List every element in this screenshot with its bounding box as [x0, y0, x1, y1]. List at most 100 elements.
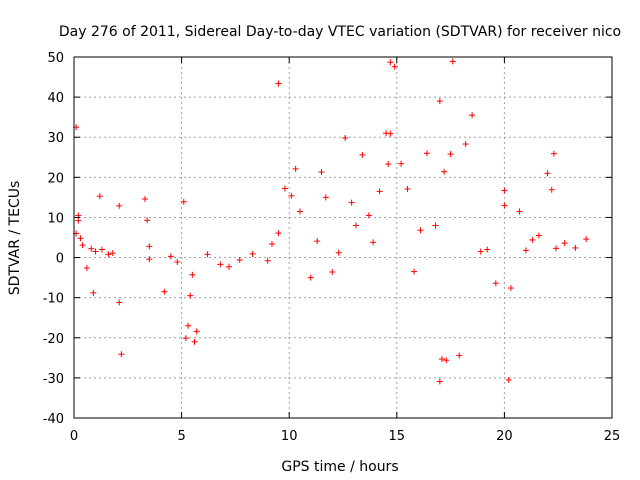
axis-ticks: 0 5 10 15 20 25 -40 -30 -20 -10 0 10 20 30 40 50 [43, 51, 621, 444]
data-point [477, 248, 484, 255]
data-point [441, 168, 448, 175]
data-point [505, 376, 512, 383]
data-point [365, 212, 372, 219]
data-point [322, 194, 329, 201]
data-point [561, 240, 568, 247]
data-point [92, 248, 99, 255]
data-point [185, 322, 192, 329]
data-point [281, 185, 288, 192]
data-point [167, 253, 174, 260]
data-point [116, 299, 123, 306]
data-point [182, 335, 189, 342]
data-point [191, 338, 198, 345]
data-point [507, 285, 514, 292]
data-point [417, 227, 424, 234]
data-point [307, 274, 314, 281]
data-point [88, 245, 95, 252]
data-point [387, 59, 394, 66]
data-point [553, 245, 560, 252]
data-point [335, 249, 342, 256]
data-point [180, 198, 187, 205]
data-point [296, 208, 303, 215]
data-point [83, 264, 90, 271]
x-tick-label: 5 [177, 429, 185, 444]
data-point [217, 261, 224, 268]
data-point [404, 185, 411, 192]
data-point [438, 356, 445, 363]
x-tick-label: 10 [281, 429, 298, 444]
y-tick-label: 40 [47, 91, 64, 106]
data-point [146, 256, 153, 263]
data-point [174, 258, 181, 265]
data-point [501, 202, 508, 209]
x-tick-label: 25 [604, 429, 621, 444]
grid-layer [74, 57, 612, 418]
y-axis-label: SDTVAR / TECUs [7, 181, 23, 296]
data-point [436, 98, 443, 105]
y-tick-label: -20 [43, 332, 64, 347]
plot-frame [73, 56, 613, 419]
data-point [370, 239, 377, 246]
data-point [142, 195, 149, 202]
data-point [236, 256, 243, 263]
data-point [391, 63, 398, 70]
data-point [385, 161, 392, 168]
data-point [492, 280, 499, 287]
data-point [193, 328, 200, 335]
data-point [456, 352, 463, 359]
data-point [529, 236, 536, 243]
data-point [501, 187, 508, 194]
data-point [329, 268, 336, 275]
data-point [268, 240, 275, 247]
data-point [548, 186, 555, 193]
data-point [535, 232, 542, 239]
data-point [116, 202, 123, 209]
data-point [105, 251, 112, 258]
data-point [359, 151, 366, 158]
data-point [469, 112, 476, 119]
data-point [96, 193, 103, 200]
data-point [90, 289, 97, 296]
data-point [109, 250, 116, 257]
y-tick-label: -40 [43, 412, 64, 427]
data-point [146, 243, 153, 250]
data-point [443, 357, 450, 364]
x-tick-label: 0 [70, 429, 78, 444]
x-tick-label: 20 [496, 429, 513, 444]
y-tick-label: 50 [47, 51, 64, 66]
data-point [484, 246, 491, 253]
chart-title: Day 276 of 2011, Sidereal Day-to-day VTE… [59, 24, 621, 40]
data-point [275, 230, 282, 237]
data-point [376, 188, 383, 195]
x-axis-label: GPS time / hours [281, 459, 398, 475]
data-point [75, 217, 82, 224]
data-point [516, 208, 523, 215]
data-point [348, 199, 355, 206]
data-point [449, 58, 456, 65]
data-point [447, 151, 454, 158]
y-tick-label: 20 [47, 171, 64, 186]
data-point [462, 141, 469, 148]
data-point [352, 222, 359, 229]
y-tick-label: 0 [56, 252, 64, 267]
data-point [342, 135, 349, 142]
y-tick-label: 30 [47, 131, 64, 146]
data-point [583, 236, 590, 243]
data-point [550, 150, 557, 157]
data-point [398, 160, 405, 167]
data-point [432, 222, 439, 229]
data-point [436, 378, 443, 385]
data-point [318, 169, 325, 176]
data-points [73, 58, 590, 385]
data-point [522, 247, 529, 254]
data-point [77, 235, 84, 242]
data-point [187, 292, 194, 299]
data-point [249, 250, 256, 257]
data-point [411, 268, 418, 275]
y-tick-label: -10 [43, 292, 64, 307]
data-point [189, 271, 196, 278]
data-point [225, 263, 232, 270]
data-point [264, 257, 271, 264]
